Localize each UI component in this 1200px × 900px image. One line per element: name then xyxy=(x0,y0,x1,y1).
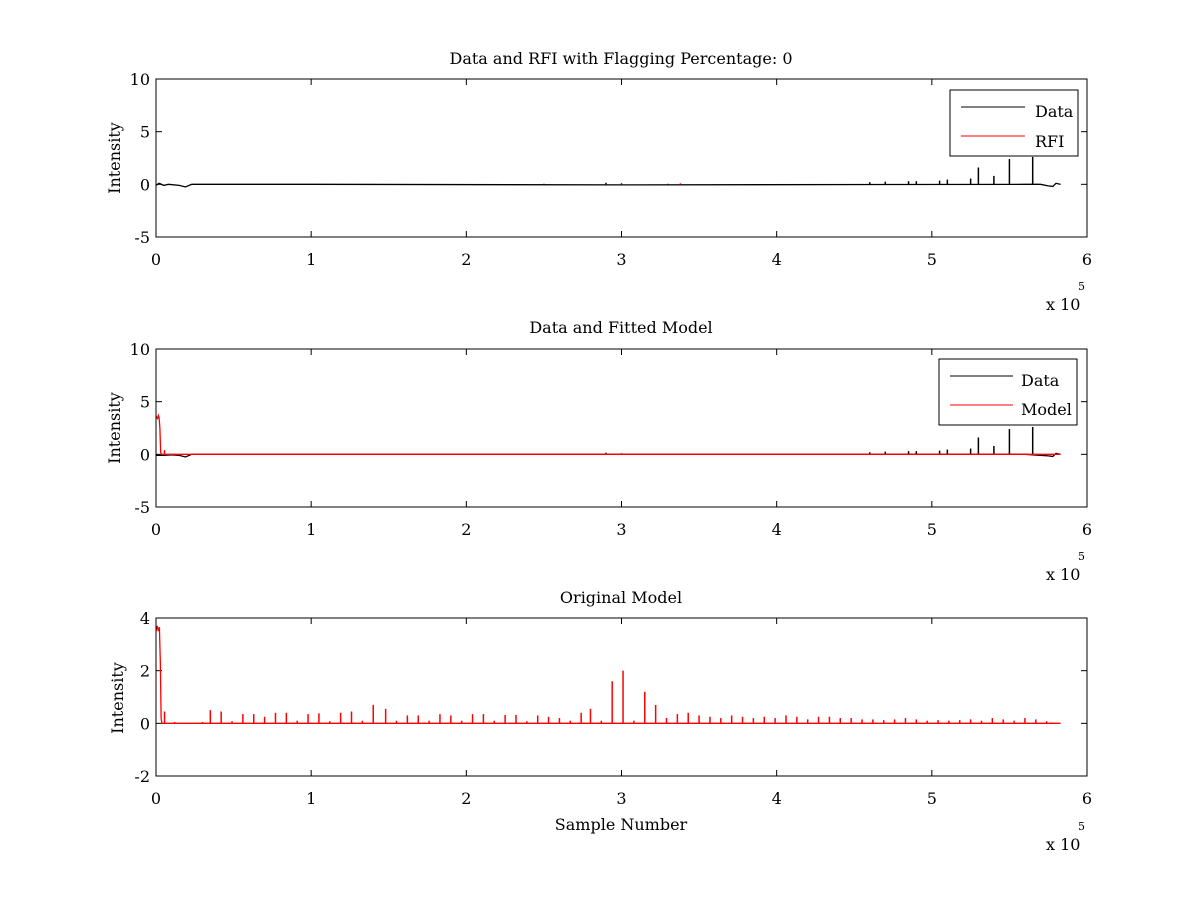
x-tick-label: 6 xyxy=(1082,520,1092,539)
series-line-model xyxy=(155,413,1061,455)
x-tick-label: 4 xyxy=(772,250,782,269)
y-tick-label: -5 xyxy=(134,498,150,517)
x-exponent-power: 5 xyxy=(1078,820,1085,833)
series-line-data xyxy=(155,182,1061,188)
x-axis-label: Sample Number xyxy=(555,815,688,834)
x-tick-label: 1 xyxy=(306,789,316,808)
legend-label-data: Data xyxy=(1021,371,1060,390)
x-exponent-power: 5 xyxy=(1078,550,1085,563)
axes-box xyxy=(155,617,1088,777)
x-tick-label: 0 xyxy=(151,250,161,269)
x-tick-label: 1 xyxy=(306,250,316,269)
y-tick-label: 10 xyxy=(130,70,150,89)
x-tick-label: 5 xyxy=(927,520,937,539)
x-tick-label: 3 xyxy=(616,789,626,808)
plot-title: Data and Fitted Model xyxy=(529,318,712,337)
y-tick-label: 5 xyxy=(140,393,150,412)
plot-lines xyxy=(155,156,1061,188)
x-tick-label: 0 xyxy=(151,520,161,539)
y-tick-label: 0 xyxy=(140,445,150,464)
x-tick-label: 4 xyxy=(772,520,782,539)
plot-lines xyxy=(155,413,1061,458)
series-line-model xyxy=(155,625,1061,724)
x-exponent-label: x 10 xyxy=(1046,565,1080,584)
y-tick-label: 0 xyxy=(140,175,150,194)
y-tick-label: 2 xyxy=(140,662,150,681)
x-exponent-power: 5 xyxy=(1078,280,1085,293)
x-tick-label: 3 xyxy=(616,250,626,269)
plot-lines xyxy=(155,625,1061,724)
x-exponent-label: x 10 xyxy=(1046,835,1080,854)
x-tick-label: 0 xyxy=(151,789,161,808)
x-tick-label: 5 xyxy=(927,250,937,269)
plot-panel-original-model: Original Model Intensity Sample Number 0… xyxy=(108,588,1092,854)
x-tick-label: 2 xyxy=(461,789,471,808)
x-tick-label: 2 xyxy=(461,520,471,539)
x-tick-label: 5 xyxy=(927,789,937,808)
x-tick-label: 4 xyxy=(772,789,782,808)
y-axis-label: Intensity xyxy=(105,392,124,464)
x-tick-label: 2 xyxy=(461,250,471,269)
x-tick-label: 3 xyxy=(616,520,626,539)
x-exponent-label: x 10 xyxy=(1046,295,1080,314)
y-tick-label: 0 xyxy=(140,714,150,733)
y-tick-label: 5 xyxy=(140,123,150,142)
legend-label-model: Model xyxy=(1021,400,1072,419)
legend: Data Model xyxy=(938,358,1078,426)
axes-box xyxy=(155,348,1088,508)
legend: Data RFI xyxy=(949,89,1079,157)
y-tick-label: 4 xyxy=(140,609,150,628)
x-tick-label: 1 xyxy=(306,520,316,539)
y-tick-label: 10 xyxy=(130,340,150,359)
axes-box xyxy=(155,78,1088,238)
legend-box xyxy=(938,358,1078,426)
y-tick-label: -2 xyxy=(134,767,150,786)
plot-panel-fitted-model: Data and Fitted Model Intensity 0 1 2 3 4 5 6 -… xyxy=(105,318,1092,584)
x-tick-label: 6 xyxy=(1082,789,1092,808)
x-tick-label: 6 xyxy=(1082,250,1092,269)
legend-label-data: Data xyxy=(1035,102,1074,121)
y-axis-label: Intensity xyxy=(105,122,124,194)
legend-box xyxy=(949,89,1079,157)
plot-title: Data and RFI with Flagging Percentage: 0 xyxy=(449,49,792,68)
y-axis-label: Intensity xyxy=(108,662,127,734)
plot-panel-rfi: Data and RFI with Flagging Percentage: 0… xyxy=(105,49,1092,314)
legend-label-rfi: RFI xyxy=(1035,132,1064,151)
plot-title: Original Model xyxy=(560,588,682,607)
y-tick-label: -5 xyxy=(134,228,150,247)
